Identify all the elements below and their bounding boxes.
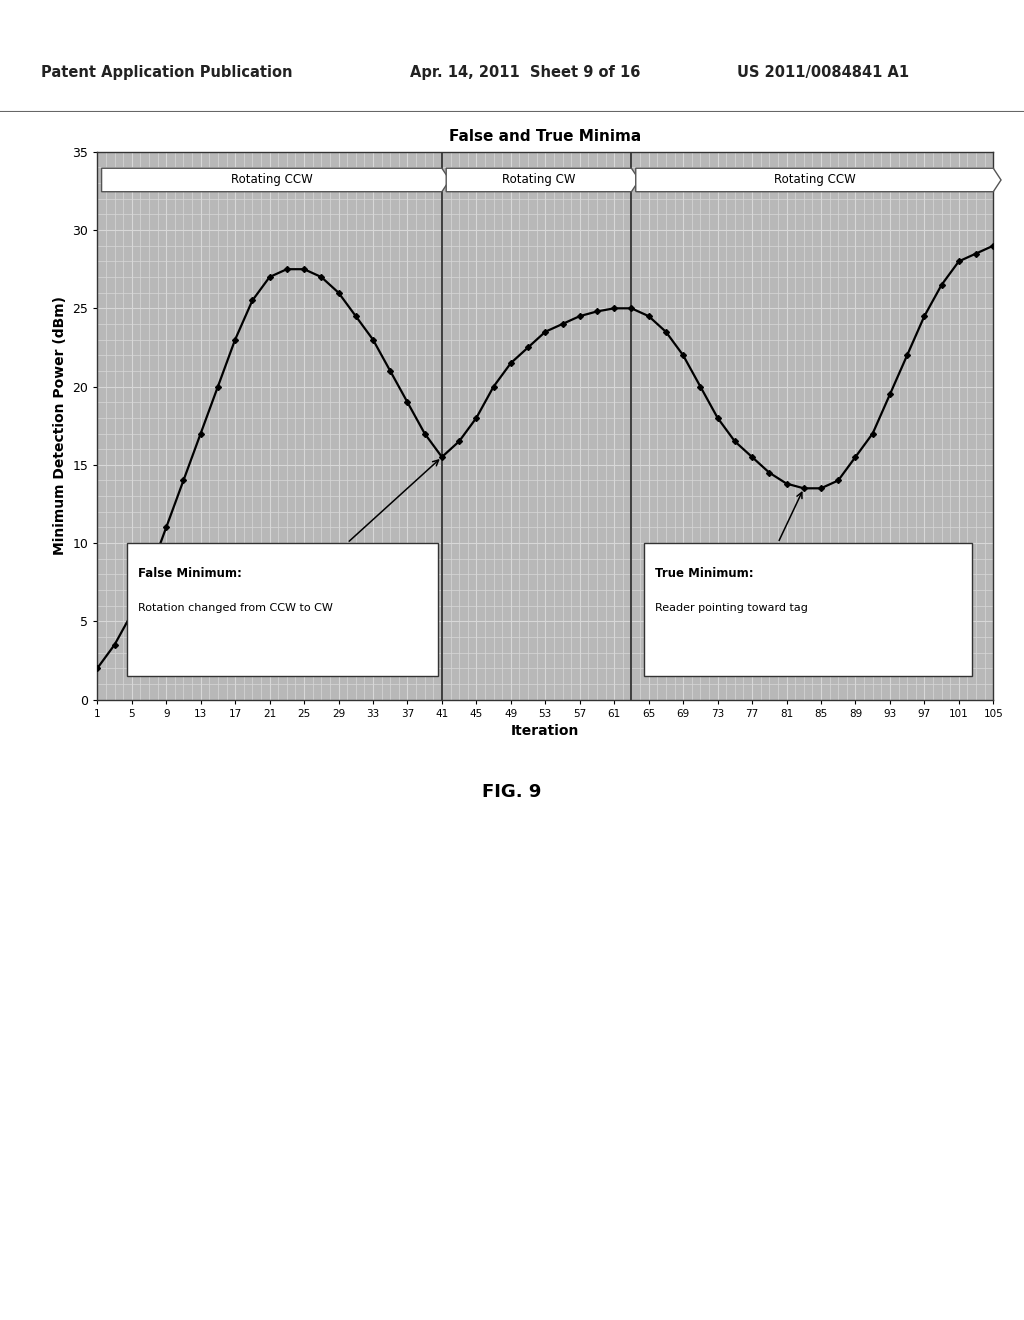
Text: Patent Application Publication: Patent Application Publication: [41, 66, 293, 81]
Text: Reader pointing toward tag: Reader pointing toward tag: [654, 602, 808, 612]
Title: False and True Minima: False and True Minima: [450, 128, 641, 144]
Text: False Minimum:: False Minimum:: [138, 566, 242, 579]
Text: US 2011/0084841 A1: US 2011/0084841 A1: [737, 66, 909, 81]
Polygon shape: [101, 168, 450, 191]
Polygon shape: [446, 168, 639, 191]
Text: True Minimum:: True Minimum:: [654, 566, 754, 579]
Text: Rotation changed from CCW to CW: Rotation changed from CCW to CW: [138, 602, 333, 612]
Polygon shape: [636, 168, 1001, 191]
FancyBboxPatch shape: [644, 543, 972, 676]
Y-axis label: Minimum Detection Power (dBm): Minimum Detection Power (dBm): [53, 296, 67, 556]
Text: Rotating CCW: Rotating CCW: [230, 173, 312, 186]
Text: Rotating CW: Rotating CW: [502, 173, 575, 186]
Text: Rotating CCW: Rotating CCW: [774, 173, 855, 186]
X-axis label: Iteration: Iteration: [511, 725, 580, 738]
Text: FIG. 9: FIG. 9: [482, 783, 542, 801]
Text: Apr. 14, 2011  Sheet 9 of 16: Apr. 14, 2011 Sheet 9 of 16: [410, 66, 640, 81]
FancyBboxPatch shape: [127, 543, 437, 676]
